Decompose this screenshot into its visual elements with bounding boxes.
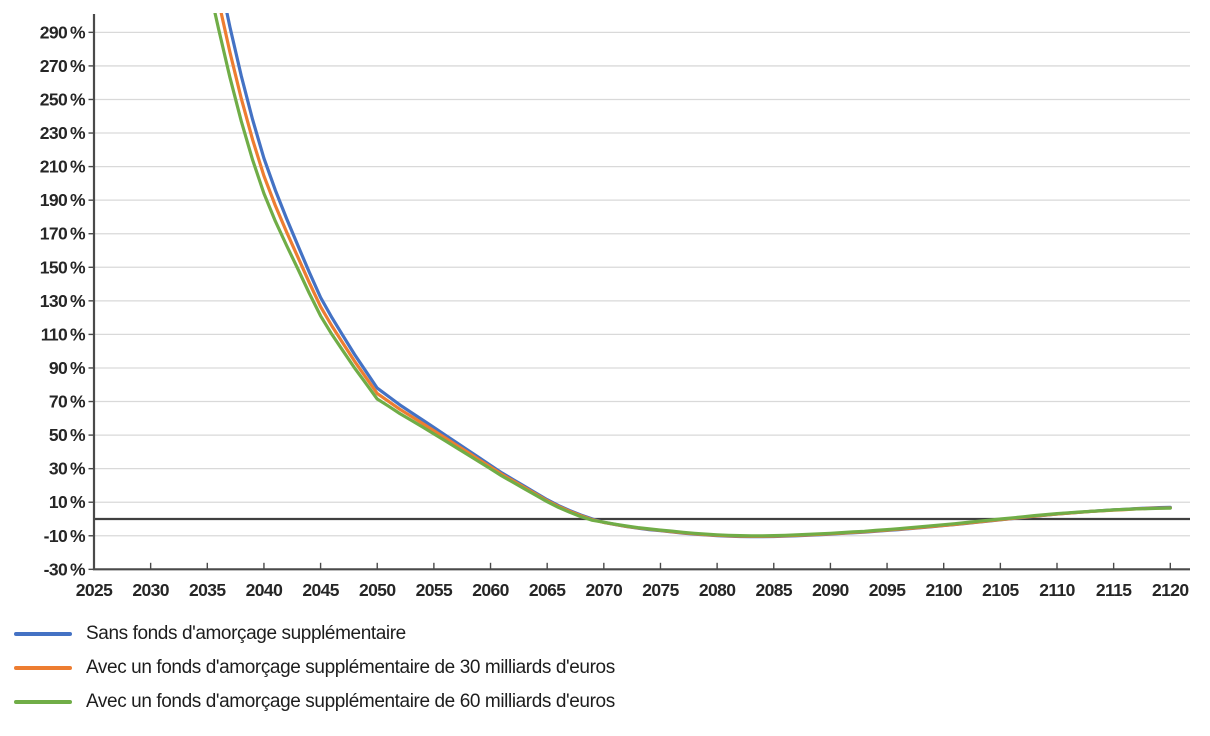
x-tick-label: 2080 — [699, 580, 736, 600]
gridlines — [94, 31, 1190, 537]
x-tick-label: 2030 — [132, 580, 169, 600]
y-tick-label: 290 % — [40, 22, 86, 42]
legend-line-orange — [14, 666, 72, 670]
y-tick-label: 210 % — [40, 157, 86, 177]
x-tick-label: 2100 — [925, 580, 962, 600]
series-lines — [213, 13, 1172, 539]
y-tick-label: 10 % — [49, 492, 86, 512]
series-line-0 — [225, 13, 1172, 539]
series-line-1 — [219, 13, 1172, 538]
x-tick-label: 2115 — [1096, 580, 1132, 600]
legend-item-sans-fonds: Sans fonds d'amorçage supplémentaire — [14, 620, 615, 648]
chart-legend: Sans fonds d'amorçage supplémentaire Ave… — [14, 620, 615, 716]
series-line-2 — [213, 13, 1172, 538]
y-tick-label: 90 % — [49, 358, 86, 378]
x-tick-label: 2060 — [472, 580, 509, 600]
y-axis-labels: 290 % 270 % 250 % 230 % 210 % 190 % 170 % 150 %… — [40, 22, 87, 579]
legend-line-blue — [14, 632, 72, 636]
y-tick-label: 250 % — [40, 89, 86, 109]
legend-line-green — [14, 700, 72, 704]
legend-label: Avec un fonds d'amorçage supplémentaire … — [86, 691, 615, 712]
y-tick-label: 130 % — [40, 291, 86, 311]
x-tick-label: 2095 — [869, 580, 906, 600]
x-axis-labels: 2025 2030 2035 2040 2045 2050 2055 2060 2065 2070… — [76, 580, 1190, 600]
legend-item-fonds-60-milliards: Avec un fonds d'amorçage supplémentaire … — [14, 688, 615, 716]
x-tick-label: 2110 — [1039, 580, 1075, 600]
x-tick-label: 2065 — [529, 580, 566, 600]
x-tick-label: 2025 — [76, 580, 113, 600]
y-tick-label: 170 % — [40, 224, 86, 244]
x-tick-label: 2055 — [416, 580, 453, 600]
y-tick-label: 150 % — [40, 257, 86, 277]
y-tick-label: 110 % — [41, 324, 86, 344]
chart-svg: 290 % 270 % 250 % 230 % 210 % 190 % 170 % 150 %… — [40, 13, 1190, 600]
y-tick-label: 270 % — [40, 56, 86, 76]
legend-label: Avec un fonds d'amorçage supplémentaire … — [86, 657, 615, 678]
y-tick-label: 70 % — [49, 392, 86, 412]
y-tick-label: 190 % — [40, 190, 86, 210]
y-tick-label: 50 % — [49, 425, 86, 445]
y-tick-label: 230 % — [40, 123, 86, 143]
x-tick-label: 2045 — [302, 580, 339, 600]
x-tick-label: 2070 — [586, 580, 623, 600]
x-tick-label: 2075 — [642, 580, 679, 600]
x-tick-label: 2050 — [359, 580, 396, 600]
legend-item-fonds-30-milliards: Avec un fonds d'amorçage supplémentaire … — [14, 654, 615, 682]
y-tick-label: 30 % — [49, 459, 86, 479]
x-tick-label: 2105 — [982, 580, 1019, 600]
y-tick-label: -30 % — [44, 559, 86, 579]
x-tick-label: 2035 — [189, 580, 226, 600]
x-tick-label: 2040 — [246, 580, 283, 600]
y-tick-label: -10 % — [44, 526, 86, 546]
x-tick-label: 2085 — [756, 580, 793, 600]
x-tick-label: 2120 — [1152, 580, 1189, 600]
x-tick-label: 2090 — [812, 580, 849, 600]
legend-label: Sans fonds d'amorçage supplémentaire — [86, 623, 406, 644]
